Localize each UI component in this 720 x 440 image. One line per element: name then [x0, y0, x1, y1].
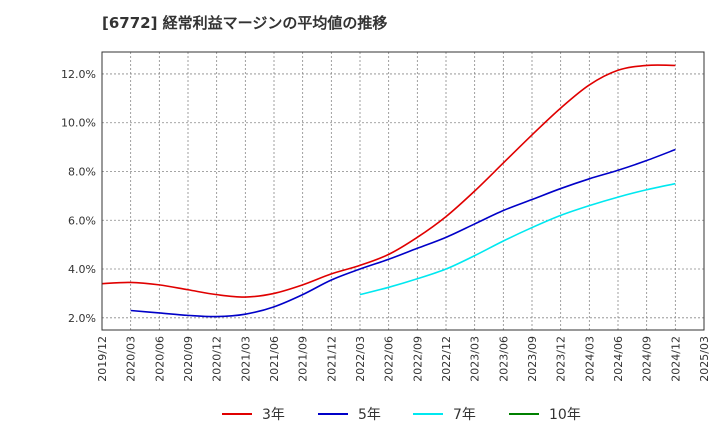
x-tick-label: 2023/12 — [555, 336, 568, 382]
series-lines — [101, 64, 676, 318]
series-line-5年 — [130, 148, 676, 318]
x-tick-label: 2020/06 — [153, 336, 166, 382]
x-tick-label: 2020/09 — [182, 336, 195, 382]
x-tick-label: 2020/03 — [125, 336, 138, 382]
x-tick-label: 2025/03 — [698, 336, 711, 382]
x-tick-label: 2021/06 — [268, 336, 281, 382]
x-tick-label: 2022/06 — [383, 336, 396, 382]
legend: 3年 5年 7年 10年 — [222, 407, 581, 423]
legend-label: 7年 — [453, 407, 476, 423]
chart-title: [6772] 経常利益マージンの平均値の推移 — [102, 14, 388, 32]
plot-background — [102, 52, 704, 330]
x-tick-label: 2024/09 — [641, 336, 654, 382]
x-tick-label: 2022/09 — [411, 336, 424, 382]
y-axis-ticks: 2.0% 4.0% 6.0% 8.0% 10.0% 12.0% — [61, 68, 96, 325]
x-tick-label: 2023/06 — [497, 336, 510, 382]
x-tick-label: 2021/03 — [239, 336, 252, 382]
grid-lines — [102, 52, 704, 330]
x-tick-label: 2024/12 — [669, 336, 682, 382]
x-tick-label: 2020/12 — [211, 336, 224, 382]
y-tick-label: 4.0% — [68, 263, 96, 276]
legend-label: 5年 — [358, 407, 381, 423]
y-tick-label: 12.0% — [61, 68, 96, 81]
x-tick-label: 2024/06 — [612, 336, 625, 382]
x-axis-ticks: 2019/12 2020/03 2020/06 2020/09 2020/12 2021/… — [96, 336, 711, 382]
y-tick-label: 8.0% — [68, 165, 96, 178]
legend-label: 3年 — [262, 407, 285, 423]
x-tick-label: 2021/12 — [325, 336, 338, 382]
series-line-3年 — [101, 64, 676, 298]
y-tick-label: 2.0% — [68, 312, 96, 325]
x-tick-label: 2023/09 — [526, 336, 539, 382]
x-tick-label: 2024/03 — [583, 336, 596, 382]
x-tick-label: 2019/12 — [96, 336, 109, 382]
plot-frame — [101, 51, 705, 331]
x-tick-label: 2023/03 — [469, 336, 482, 382]
x-tick-label: 2022/12 — [440, 336, 453, 382]
y-tick-label: 10.0% — [61, 117, 96, 130]
y-tick-label: 6.0% — [68, 214, 96, 227]
x-tick-label: 2022/03 — [354, 336, 367, 382]
x-tick-label: 2021/09 — [297, 336, 310, 382]
legend-label: 10年 — [549, 407, 581, 423]
series-line-7年 — [359, 182, 676, 296]
